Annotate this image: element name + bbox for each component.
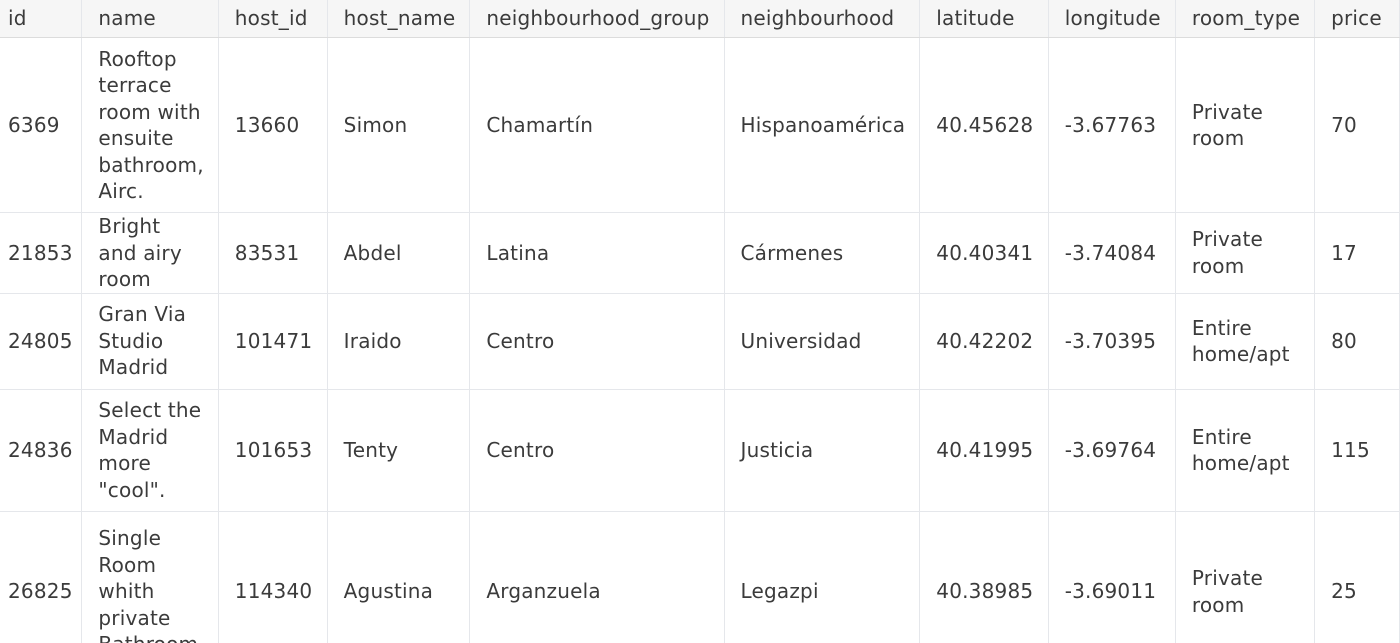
cell-id[interactable]: 24805 <box>0 293 83 390</box>
cell-latitude[interactable]: 40.38985 <box>919 511 1049 643</box>
column-header-host-name[interactable]: host_name <box>327 0 471 38</box>
table-row[interactable]: 21853 Bright and airy room 83531 Abdel L… <box>0 212 1400 294</box>
column-header-neighbourhood[interactable]: neighbourhood <box>724 0 921 38</box>
cell-id[interactable]: 24836 <box>0 389 83 512</box>
cell-host-id[interactable]: 83531 <box>218 212 328 294</box>
cell-price[interactable]: 70 <box>1314 37 1400 213</box>
cell-id[interactable]: 26825 <box>0 511 83 643</box>
cell-host-id[interactable]: 101653 <box>218 389 328 512</box>
column-header-neighbourhood-group[interactable]: neighbourhood_group <box>469 0 725 38</box>
column-header-latitude[interactable]: latitude <box>919 0 1049 38</box>
cell-price[interactable]: 80 <box>1314 293 1400 390</box>
cell-neighbourhood[interactable]: Hispanoamérica <box>724 37 921 213</box>
cell-room-type[interactable]: Entire home/apt <box>1175 293 1316 390</box>
cell-latitude[interactable]: 40.45628 <box>919 37 1049 213</box>
cell-host-name[interactable]: Simon <box>327 37 471 213</box>
cell-room-type[interactable]: Entire home/apt <box>1175 389 1316 512</box>
table-row[interactable]: 6369 Rooftop terrace room with ensuite b… <box>0 37 1400 213</box>
cell-latitude[interactable]: 40.42202 <box>919 293 1049 390</box>
cell-id[interactable]: 6369 <box>0 37 83 213</box>
cell-neighbourhood-group[interactable]: Chamartín <box>469 37 725 213</box>
header-row: id name host_id host_name neighbourhood_… <box>0 0 1400 38</box>
cell-price[interactable]: 25 <box>1314 511 1400 643</box>
cell-neighbourhood-group[interactable]: Latina <box>469 212 725 294</box>
cell-neighbourhood[interactable]: Legazpi <box>724 511 921 643</box>
cell-host-id[interactable]: 114340 <box>218 511 328 643</box>
cell-longitude[interactable]: -3.69011 <box>1048 511 1176 643</box>
cell-neighbourhood[interactable]: Universidad <box>724 293 921 390</box>
cell-longitude[interactable]: -3.74084 <box>1048 212 1176 294</box>
cell-name[interactable]: Gran Via Studio Madrid <box>81 293 219 390</box>
cell-latitude[interactable]: 40.40341 <box>919 212 1049 294</box>
column-header-longitude[interactable]: longitude <box>1048 0 1176 38</box>
cell-host-id[interactable]: 101471 <box>218 293 328 390</box>
cell-price[interactable]: 115 <box>1314 389 1400 512</box>
cell-id[interactable]: 21853 <box>0 212 83 294</box>
cell-longitude[interactable]: -3.69764 <box>1048 389 1176 512</box>
cell-host-name[interactable]: Iraido <box>327 293 471 390</box>
cell-host-name[interactable]: Tenty <box>327 389 471 512</box>
column-header-room-type[interactable]: room_type <box>1175 0 1316 38</box>
column-header-price[interactable]: price <box>1314 0 1400 38</box>
cell-neighbourhood[interactable]: Justicia <box>724 389 921 512</box>
cell-name[interactable]: Bright and airy room <box>81 212 219 294</box>
column-header-host-id[interactable]: host_id <box>218 0 328 38</box>
cell-latitude[interactable]: 40.41995 <box>919 389 1049 512</box>
table-row[interactable]: 24836 Select the Madrid more "cool". 101… <box>0 389 1400 512</box>
cell-name[interactable]: Select the Madrid more "cool". <box>81 389 219 512</box>
cell-longitude[interactable]: -3.70395 <box>1048 293 1176 390</box>
cell-name[interactable]: Single Room whith private Bathroom <box>81 511 219 643</box>
cell-longitude[interactable]: -3.67763 <box>1048 37 1176 213</box>
cell-neighbourhood[interactable]: Cármenes <box>724 212 921 294</box>
cell-name[interactable]: Rooftop terrace room with ensuite bathro… <box>81 37 219 213</box>
cell-room-type[interactable]: Private room <box>1175 212 1316 294</box>
cell-neighbourhood-group[interactable]: Centro <box>469 389 725 512</box>
cell-room-type[interactable]: Private room <box>1175 511 1316 643</box>
column-header-id[interactable]: id <box>0 0 83 38</box>
cell-neighbourhood-group[interactable]: Centro <box>469 293 725 390</box>
table-row[interactable]: 24805 Gran Via Studio Madrid 101471 Irai… <box>0 293 1400 390</box>
cell-price[interactable]: 17 <box>1314 212 1400 294</box>
table-row[interactable]: 26825 Single Room whith private Bathroom… <box>0 511 1400 643</box>
cell-room-type[interactable]: Private room <box>1175 37 1316 213</box>
cell-host-name[interactable]: Agustina <box>327 511 471 643</box>
cell-host-id[interactable]: 13660 <box>218 37 328 213</box>
column-header-name[interactable]: name <box>81 0 219 38</box>
cell-neighbourhood-group[interactable]: Arganzuela <box>469 511 725 643</box>
cell-host-name[interactable]: Abdel <box>327 212 471 294</box>
